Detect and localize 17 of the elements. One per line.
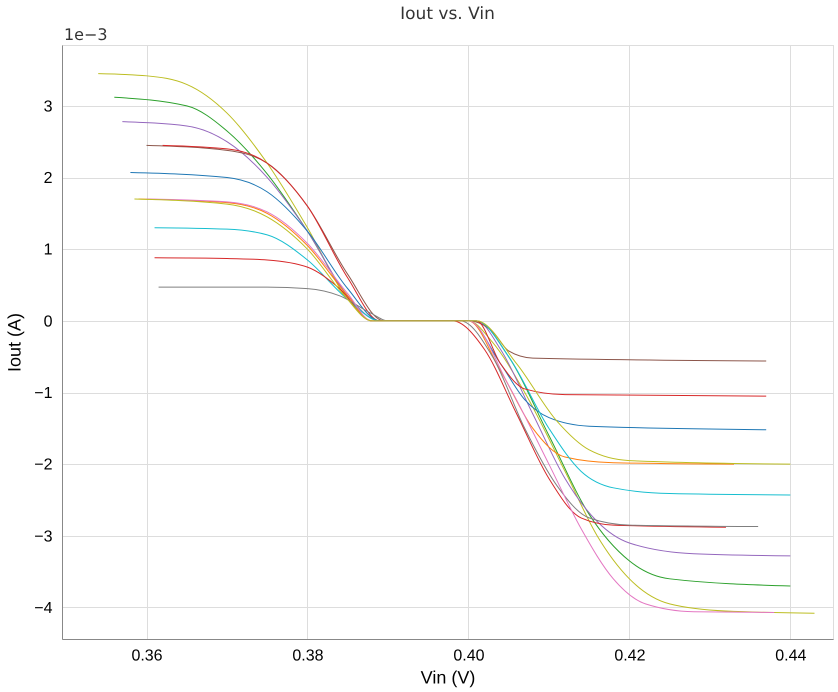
y-axis-title: Iout (A): [4, 312, 24, 372]
x-tick-label: 0.38: [292, 648, 324, 664]
y-tick-label: −4: [34, 600, 53, 617]
y-tick-label: −2: [34, 456, 53, 474]
x-tick-label: 0.36: [131, 648, 163, 664]
y-tick-label: −1: [34, 385, 53, 402]
chart-title: Iout vs. Vin: [400, 4, 495, 24]
y-tick-label: 2: [44, 170, 53, 188]
x-tick-label: 0.42: [614, 648, 646, 664]
text: 1e−3: [64, 25, 108, 44]
y-tick-label: 0: [44, 313, 53, 330]
y-tick-label: 1: [44, 242, 53, 259]
y-tick-label: 3: [44, 98, 53, 116]
x-axis-title: Vin (V): [420, 668, 476, 688]
y-tick-label: −3: [34, 528, 53, 546]
x-tick-label: 0.40: [453, 648, 485, 664]
x-tick-label: 0.44: [775, 648, 807, 664]
